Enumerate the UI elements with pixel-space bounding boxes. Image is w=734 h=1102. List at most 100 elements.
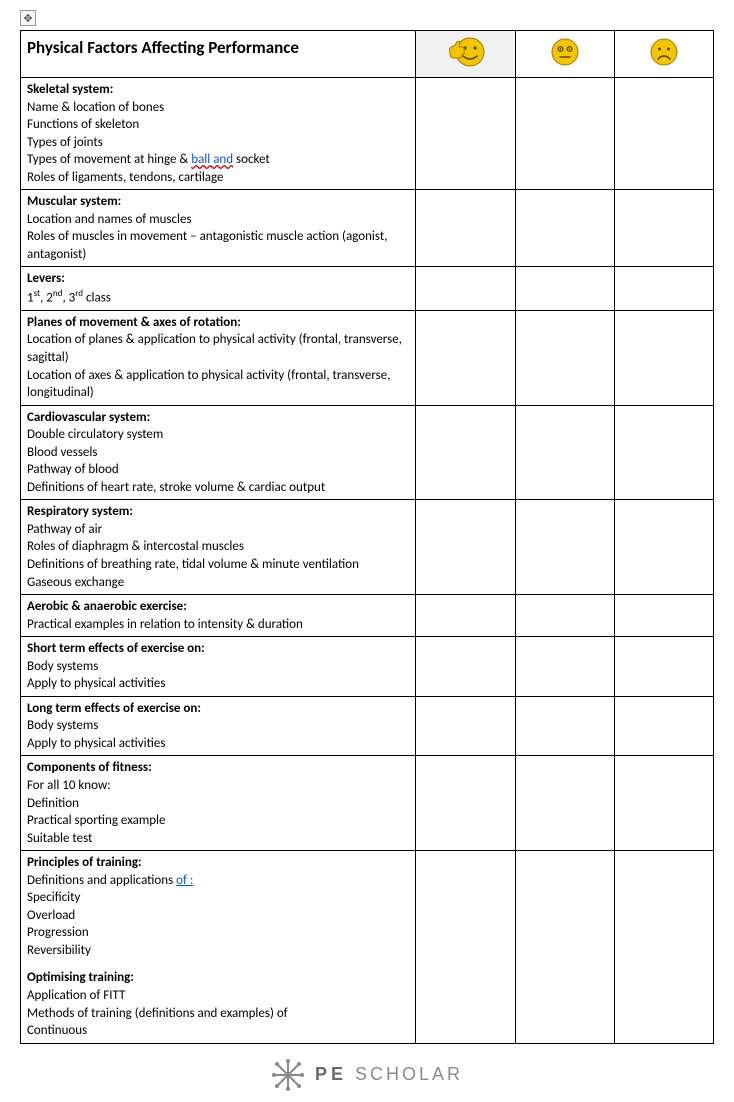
page-title: Physical Factors Affecting Performance xyxy=(21,31,416,78)
content-line: Application of FITT xyxy=(27,987,409,1005)
rating-sad-cell[interactable] xyxy=(614,78,713,190)
rating-happy-cell[interactable] xyxy=(416,637,515,697)
table-row: Long term effects of exercise on:Body sy… xyxy=(21,696,714,756)
table-row: Respiratory system:Pathway of airRoles o… xyxy=(21,500,714,595)
content-line: Body systems xyxy=(27,717,409,735)
rating-neutral-cell[interactable] xyxy=(515,756,614,851)
section-cell: Planes of movement & axes of rotation:Lo… xyxy=(21,310,416,405)
footer-brand-b: SCHOLAR xyxy=(355,1064,463,1084)
section-cell: Components of fitness:For all 10 know:De… xyxy=(21,756,416,851)
content-line: Definitions of heart rate, stroke volume… xyxy=(27,479,409,497)
content-line: Apply to physical activities xyxy=(27,735,409,753)
content-line: Definitions and applications of : xyxy=(27,872,409,890)
section-heading: Planes of movement & axes of rotation: xyxy=(27,314,409,332)
content-line: Location of planes & application to phys… xyxy=(27,331,409,366)
rating-happy-cell[interactable] xyxy=(416,267,515,310)
sad-face-icon xyxy=(649,37,679,67)
section-cell: Cardiovascular system:Double circulatory… xyxy=(21,405,416,500)
content-line: Definition xyxy=(27,795,409,813)
footer: PE SCHOLAR xyxy=(20,1058,714,1092)
table-row: Short term effects of exercise on:Body s… xyxy=(21,637,714,697)
section-heading: Components of fitness: xyxy=(27,759,409,777)
rating-happy-cell[interactable] xyxy=(416,851,515,1043)
assessment-table: Physical Factors Affecting Performance xyxy=(20,30,714,1044)
section-cell: Muscular system:Location and names of mu… xyxy=(21,190,416,267)
section-heading: Long term effects of exercise on: xyxy=(27,700,409,718)
rating-happy-cell[interactable] xyxy=(416,405,515,500)
table-move-handle-icon[interactable]: ✥ xyxy=(20,10,36,26)
rating-happy-cell[interactable] xyxy=(416,756,515,851)
rating-neutral-cell[interactable] xyxy=(515,637,614,697)
rating-neutral-cell[interactable] xyxy=(515,851,614,1043)
section-cell: Skeletal system:Name & location of bones… xyxy=(21,78,416,190)
rating-sad-cell[interactable] xyxy=(614,310,713,405)
content-line: Functions of skeleton xyxy=(27,116,409,134)
table-row: Components of fitness:For all 10 know:De… xyxy=(21,756,714,851)
content-line: Definitions of breathing rate, tidal vol… xyxy=(27,556,409,574)
content-line: Roles of ligaments, tendons, cartilage xyxy=(27,169,409,187)
rating-happy-header xyxy=(416,31,515,78)
thumbs-up-face-icon xyxy=(444,35,488,69)
content-line: Location of axes & application to physic… xyxy=(27,367,409,402)
rating-neutral-cell[interactable] xyxy=(515,78,614,190)
content-line: Types of movement at hinge & ball and so… xyxy=(27,151,409,169)
section-heading: Short term effects of exercise on: xyxy=(27,640,409,658)
table-body: Skeletal system:Name & location of bones… xyxy=(21,78,714,1044)
rating-neutral-cell[interactable] xyxy=(515,696,614,756)
rating-neutral-cell[interactable] xyxy=(515,500,614,595)
rating-sad-cell[interactable] xyxy=(614,756,713,851)
content-line: Overload xyxy=(27,907,409,925)
table-row: Principles of training:Definitions and a… xyxy=(21,851,714,1043)
content-line: Pathway of blood xyxy=(27,461,409,479)
rating-neutral-cell[interactable] xyxy=(515,190,614,267)
pe-scholar-logo-icon xyxy=(271,1058,305,1092)
rating-happy-cell[interactable] xyxy=(416,78,515,190)
section-heading: Principles of training: xyxy=(27,854,409,872)
rating-happy-cell[interactable] xyxy=(416,595,515,637)
content-line: Reversibility xyxy=(27,942,409,960)
section-heading: Cardiovascular system: xyxy=(27,409,409,427)
section-cell: Aerobic & anaerobic exercise:Practical e… xyxy=(21,595,416,637)
rating-sad-cell[interactable] xyxy=(614,267,713,310)
content-line: Pathway of air xyxy=(27,521,409,539)
section-cell: Short term effects of exercise on:Body s… xyxy=(21,637,416,697)
rating-sad-cell[interactable] xyxy=(614,500,713,595)
rating-sad-cell[interactable] xyxy=(614,637,713,697)
table-row: Aerobic & anaerobic exercise:Practical e… xyxy=(21,595,714,637)
rating-neutral-header xyxy=(515,31,614,78)
rating-sad-cell[interactable] xyxy=(614,595,713,637)
table-row: Planes of movement & axes of rotation:Lo… xyxy=(21,310,714,405)
content-line: Name & location of bones xyxy=(27,99,409,117)
content-line: For all 10 know: xyxy=(27,777,409,795)
rating-sad-cell[interactable] xyxy=(614,405,713,500)
header-row: Physical Factors Affecting Performance xyxy=(21,31,714,78)
content-line: Body systems xyxy=(27,658,409,676)
section-heading: Muscular system: xyxy=(27,193,409,211)
footer-brand-a: PE xyxy=(315,1064,347,1084)
content-line: Gaseous exchange xyxy=(27,574,409,592)
rating-sad-cell[interactable] xyxy=(614,190,713,267)
rating-sad-cell[interactable] xyxy=(614,696,713,756)
rating-sad-cell[interactable] xyxy=(614,851,713,1043)
content-line: Double circulatory system xyxy=(27,426,409,444)
rating-happy-cell[interactable] xyxy=(416,696,515,756)
rating-happy-cell[interactable] xyxy=(416,190,515,267)
content-line: Methods of training (definitions and exa… xyxy=(27,1005,409,1023)
rating-happy-cell[interactable] xyxy=(416,310,515,405)
rating-neutral-cell[interactable] xyxy=(515,267,614,310)
content-line: Apply to physical activities xyxy=(27,675,409,693)
rating-neutral-cell[interactable] xyxy=(515,405,614,500)
section-heading: Skeletal system: xyxy=(27,81,409,99)
content-line: Blood vessels xyxy=(27,444,409,462)
content-line: Types of joints xyxy=(27,134,409,152)
section-cell: Respiratory system:Pathway of airRoles o… xyxy=(21,500,416,595)
rating-neutral-cell[interactable] xyxy=(515,310,614,405)
section-cell: Levers:1st, 2nd, 3rd class xyxy=(21,267,416,310)
table-row: Skeletal system:Name & location of bones… xyxy=(21,78,714,190)
rating-happy-cell[interactable] xyxy=(416,500,515,595)
content-line: Suitable test xyxy=(27,830,409,848)
table-row: Muscular system:Location and names of mu… xyxy=(21,190,714,267)
content-line: Practical examples in relation to intens… xyxy=(27,616,409,634)
rating-sad-header xyxy=(614,31,713,78)
rating-neutral-cell[interactable] xyxy=(515,595,614,637)
